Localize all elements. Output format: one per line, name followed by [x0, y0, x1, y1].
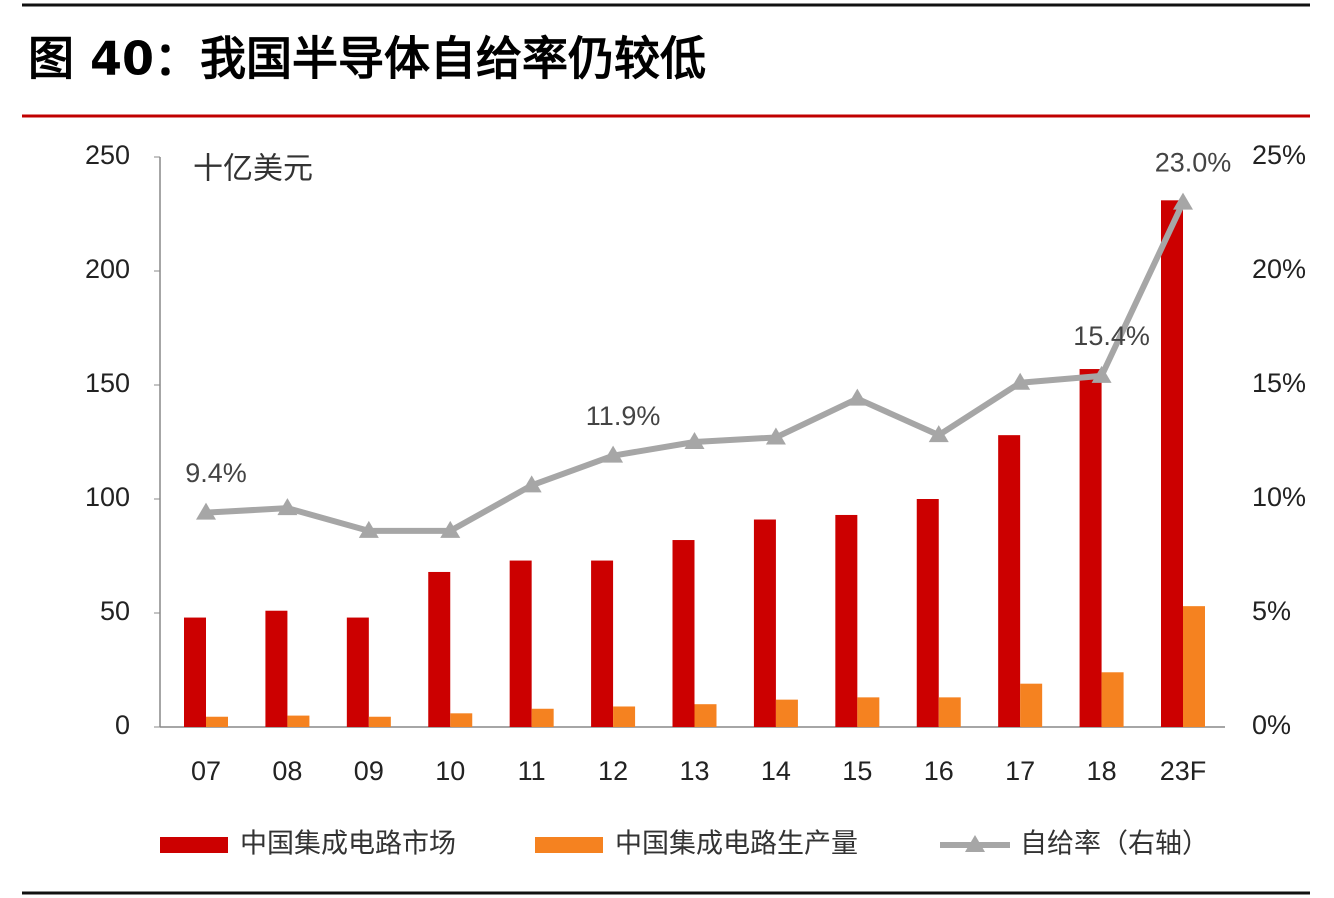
line-marker [521, 475, 542, 493]
bar [428, 571, 451, 727]
x-tick-label: 11 [518, 756, 546, 786]
bar [835, 514, 858, 727]
y-tick-label: 200 [85, 254, 130, 284]
bar [1101, 672, 1124, 727]
y-tick-label: 250 [85, 140, 130, 170]
y2-tick-label: 15% [1252, 368, 1306, 398]
bar [591, 560, 614, 727]
data-label: 9.4% [185, 458, 247, 488]
line-marker [928, 425, 949, 443]
bar [531, 708, 554, 727]
line-marker [765, 427, 786, 445]
y2-tick-label: 25% [1252, 140, 1306, 170]
bar [368, 716, 391, 727]
bar [184, 617, 206, 727]
bar [998, 435, 1021, 727]
x-tick-label: 15 [842, 756, 872, 786]
data-label: 15.4% [1073, 321, 1150, 351]
y-tick-label: 150 [85, 368, 130, 398]
line-marker [1173, 192, 1193, 210]
bar [775, 699, 798, 727]
x-tick-label: 09 [354, 756, 384, 786]
legend-label: 中国集成电路市场 [240, 829, 456, 860]
bar [206, 716, 228, 727]
line-marker [440, 520, 461, 538]
bar [1161, 200, 1183, 727]
bar [287, 715, 310, 727]
legend-label: 自给率（右轴） [1020, 829, 1209, 860]
x-tick-label: 14 [761, 756, 791, 786]
line-marker [1091, 365, 1112, 383]
bar [613, 706, 636, 727]
x-tick-label: 17 [1005, 756, 1035, 786]
bar [1183, 606, 1205, 727]
y2-tick-label: 20% [1252, 254, 1306, 284]
bar [346, 617, 369, 727]
line-marker [358, 520, 379, 538]
legend-swatch [535, 837, 603, 853]
x-tick-label: 10 [435, 756, 465, 786]
x-tick-label: 23F [1160, 756, 1207, 786]
line-marker [1010, 372, 1031, 390]
bar [916, 499, 939, 727]
y2-tick-label: 5% [1252, 596, 1291, 626]
line-marker [277, 498, 298, 516]
line-marker [684, 432, 705, 449]
y2-tick-label: 0% [1252, 710, 1291, 740]
line-marker [603, 445, 624, 463]
x-tick-label: 07 [191, 756, 221, 786]
line [205, 201, 1186, 534]
legend-swatch [160, 837, 228, 853]
bar [1020, 683, 1043, 727]
bar [857, 697, 880, 727]
chart-title: 图 40：我国半导体自给率仍较低 [28, 32, 706, 86]
data-label: 11.9% [586, 401, 661, 431]
x-tick-label: 12 [598, 756, 628, 786]
x-tick-label: 16 [924, 756, 954, 786]
bar [672, 540, 695, 727]
x-tick-label: 08 [272, 756, 302, 786]
unit-label: 十亿美元 [193, 152, 313, 187]
data-label: 23.0% [1155, 148, 1232, 178]
x-tick-label: 18 [1087, 756, 1117, 786]
legend-marker [965, 835, 985, 852]
y-tick-label: 100 [85, 482, 130, 512]
y-tick-label: 0 [115, 710, 130, 740]
legend-label: 中国集成电路生产量 [615, 829, 858, 860]
y2-tick-label: 10% [1252, 482, 1306, 512]
x-tick-label: 13 [679, 756, 709, 786]
bar [265, 610, 288, 727]
bar [938, 697, 961, 727]
bar [509, 560, 532, 727]
bar [753, 519, 776, 727]
bar [1079, 369, 1102, 727]
y-tick-label: 50 [100, 596, 130, 626]
bar [694, 704, 717, 727]
line-marker [847, 388, 868, 406]
bar [450, 713, 473, 727]
line-marker [196, 502, 216, 520]
